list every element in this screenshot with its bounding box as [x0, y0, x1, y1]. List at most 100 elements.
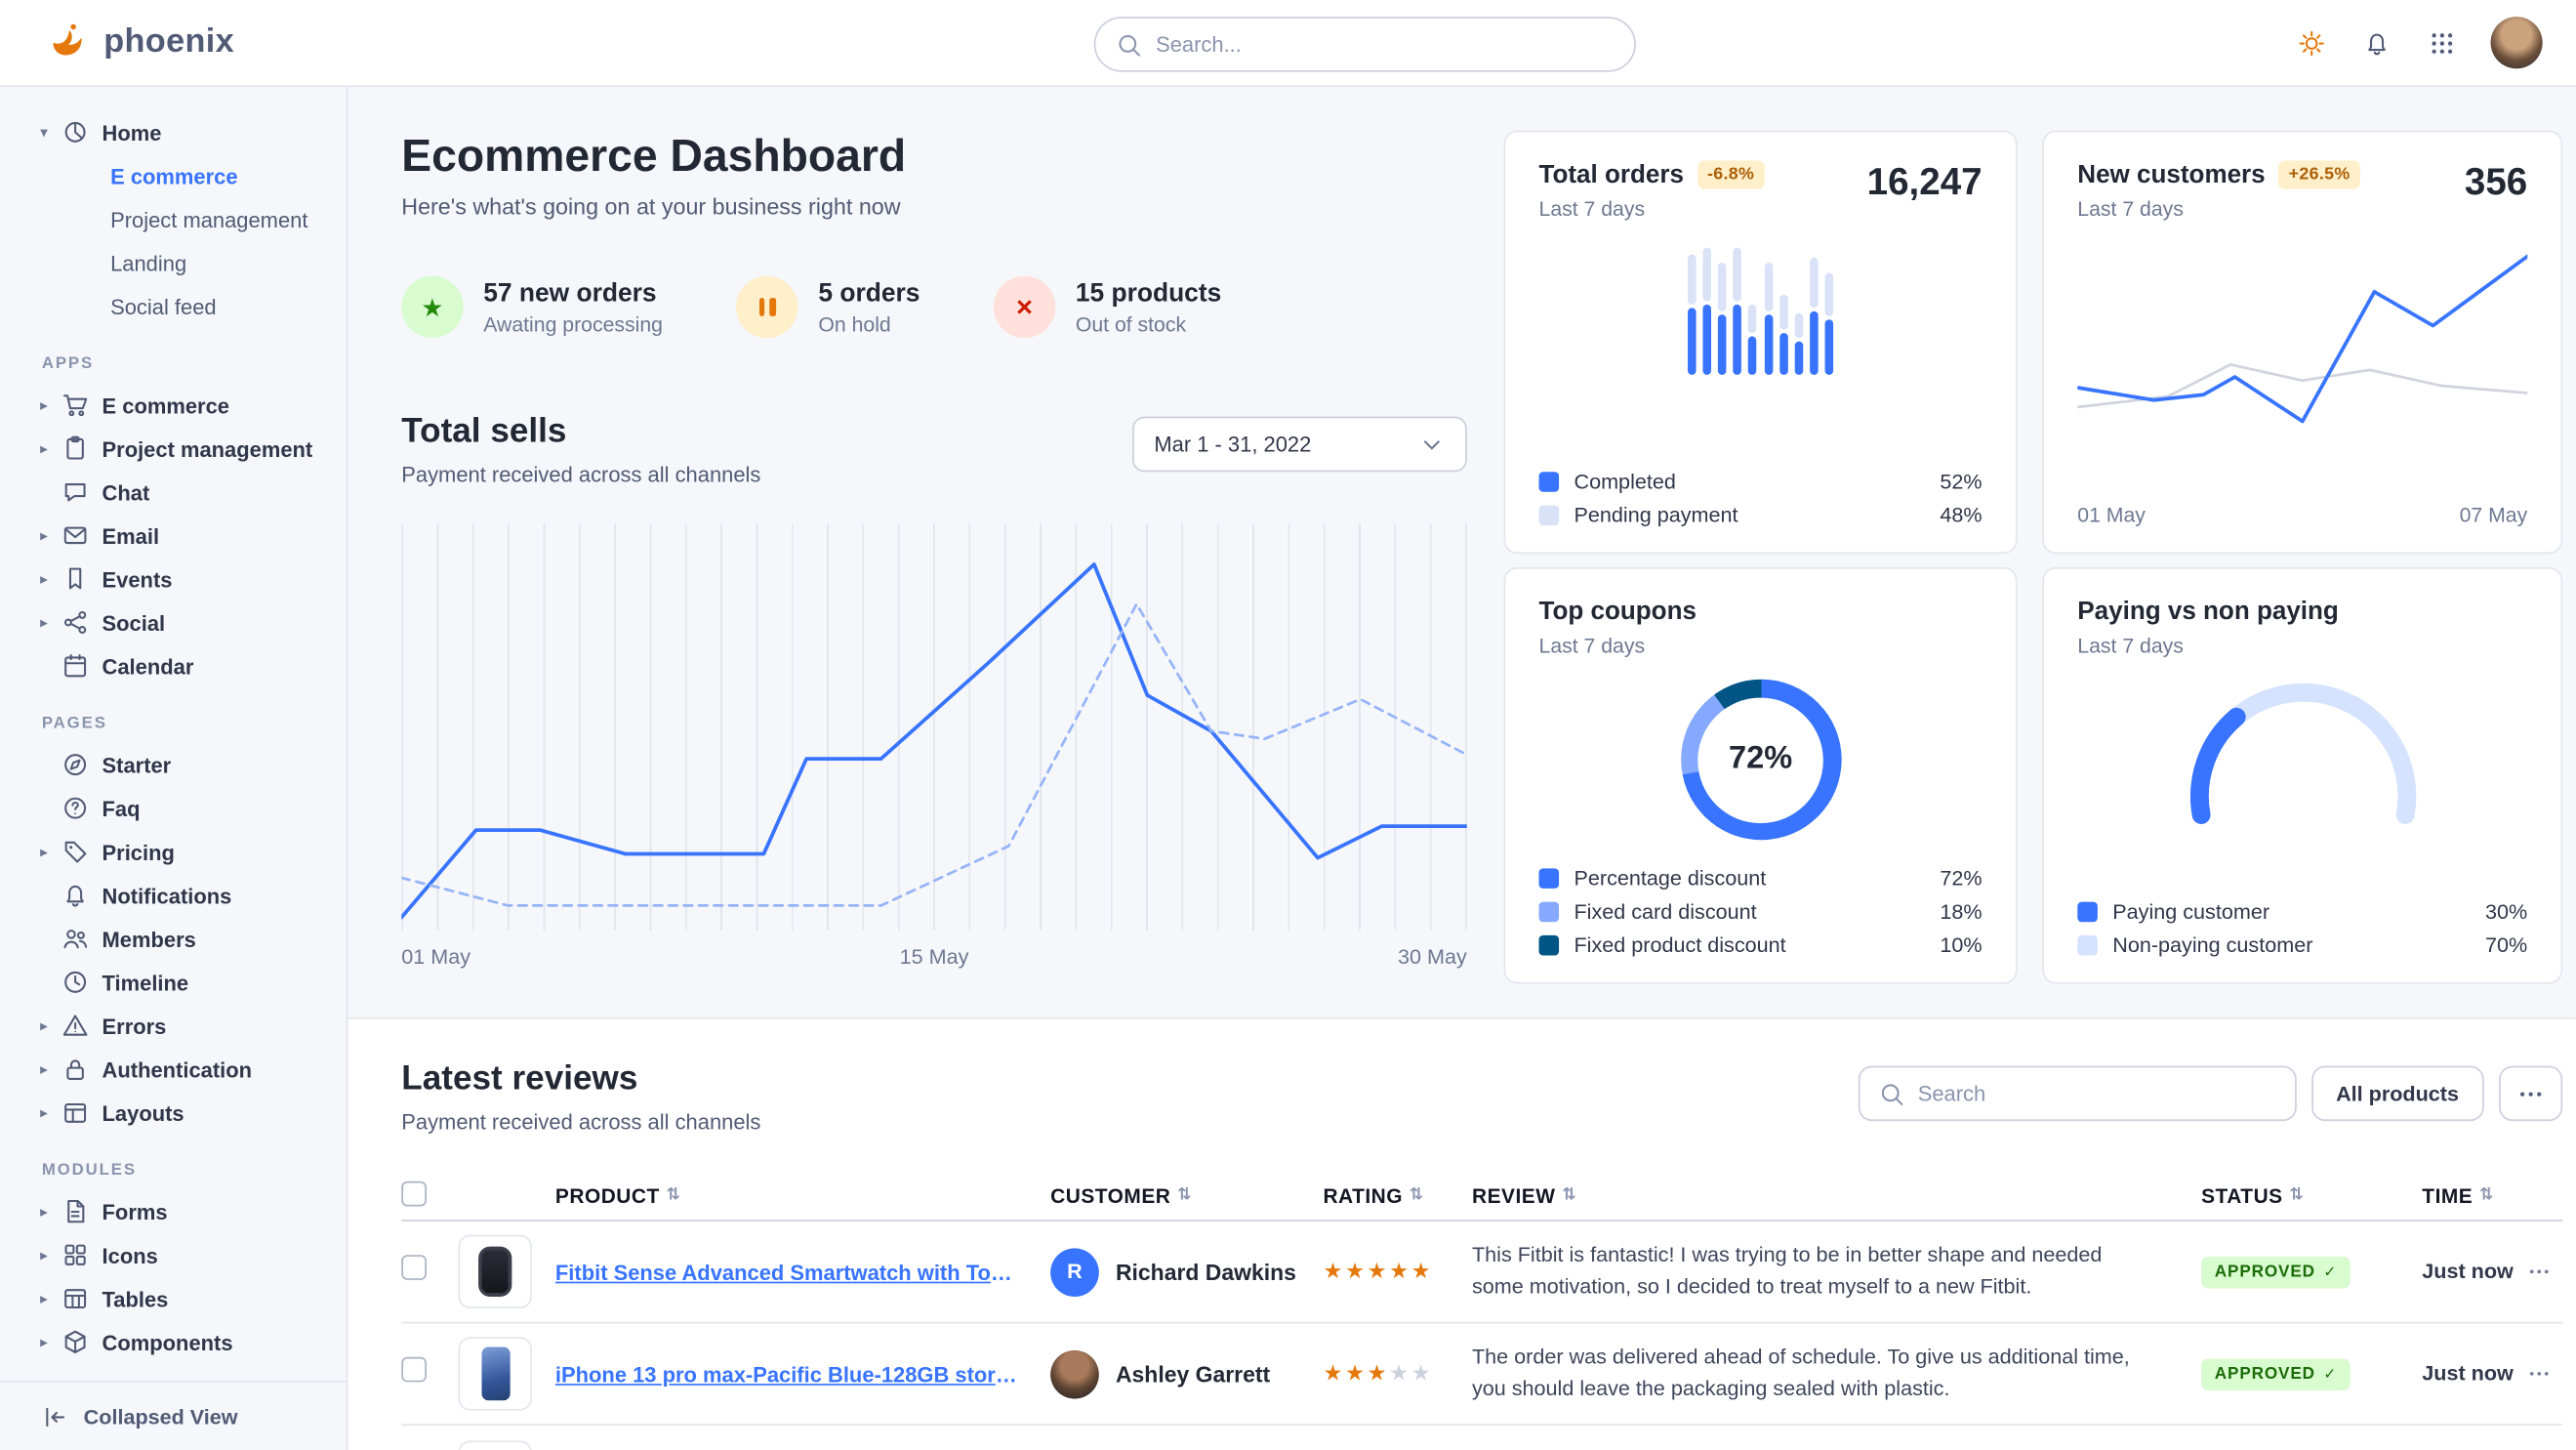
user-avatar[interactable] [2490, 17, 2543, 69]
caret-right-icon: ▸ [40, 1016, 48, 1034]
sidebar-item-notifications[interactable]: Notifications [0, 873, 347, 917]
sidebar-item-chat[interactable]: Chat [0, 471, 347, 515]
collapse-icon [42, 1403, 68, 1429]
all-products-button[interactable]: All products [2310, 1065, 2484, 1122]
sidebar-item-pricing[interactable]: ▸ Pricing [0, 830, 347, 874]
calendar-icon [61, 652, 88, 679]
legend-swatch [1538, 934, 1560, 956]
caret-right-icon: ▸ [40, 438, 48, 456]
reviews-search-input[interactable] [1917, 1080, 2276, 1106]
caret-right-icon: ▸ [40, 1289, 48, 1306]
pause-icon [736, 275, 798, 339]
customer-avatar: R [1050, 1247, 1099, 1297]
brand-name: phoenix [103, 22, 235, 61]
sidebar-item-calendar[interactable]: Calendar [0, 644, 347, 688]
status-badge: APPROVED ✓ [2201, 1358, 2351, 1391]
sidebar-item-label: Forms [102, 1198, 168, 1224]
sidebar-item-social[interactable]: ▸ Social [0, 601, 347, 644]
cart-icon [61, 392, 88, 418]
caret-right-icon: ▸ [40, 842, 48, 859]
caret-right-icon: ▸ [40, 1202, 48, 1220]
row-menu-button[interactable] [2519, 1353, 2559, 1393]
sidebar-item-e-commerce[interactable]: ▸ E commerce [0, 383, 347, 427]
sidebar-item-email[interactable]: ▸ Email [0, 514, 347, 558]
legend-label: Fixed card discount [1574, 899, 1757, 924]
table-row: iPhone 13 pro max-Pacific Blue-128GB sto… [401, 1323, 2563, 1426]
donut-center-label: 72% [1728, 741, 1793, 777]
sidebar-item-label: Errors [102, 1013, 167, 1039]
sidebar-item-e-commerce[interactable]: E commerce [0, 154, 347, 198]
sidebar-item-timeline[interactable]: Timeline [0, 961, 347, 1005]
bar [1810, 257, 1820, 375]
sidebar-item-landing[interactable]: Landing [0, 241, 347, 285]
bar [1764, 263, 1773, 375]
review-text: The order was delivered ahead of schedul… [1471, 1345, 2130, 1401]
column-header-status[interactable]: STATUS ⇅ [2201, 1183, 2305, 1208]
sidebar-item-starter[interactable]: Starter [0, 743, 347, 787]
legend-swatch [1538, 868, 1560, 889]
legend-value: 52% [1940, 470, 1983, 494]
brand[interactable]: phoenix [47, 17, 234, 68]
sidebar-section-label: PAGES [41, 714, 107, 733]
legend-swatch [1538, 505, 1560, 526]
stat-value: 15 products [1075, 278, 1222, 308]
share-icon [61, 609, 88, 636]
sidebar-item-icons[interactable]: ▸ Icons [0, 1233, 347, 1277]
bar [1717, 263, 1727, 375]
sidebar-item-members[interactable]: Members [0, 917, 347, 961]
column-header-product[interactable]: PRODUCT ⇅ [554, 1183, 681, 1208]
sidebar-item-layouts[interactable]: ▸ Layouts [0, 1091, 347, 1135]
legend-value: 10% [1940, 933, 1983, 958]
row-menu-button[interactable] [2519, 1252, 2559, 1292]
product-link[interactable]: Fitbit Sense Advanced Smartwatch with To… [554, 1259, 1021, 1285]
sidebar-item-faq[interactable]: Faq [0, 786, 347, 830]
stat-out-of-stock: × 15 products Out of stock [993, 275, 1222, 339]
theme-toggle-button[interactable] [2285, 16, 2339, 69]
select-all-checkbox[interactable] [401, 1180, 427, 1206]
row-checkbox[interactable] [401, 1255, 427, 1280]
sidebar-item-errors[interactable]: ▸ Errors [0, 1004, 347, 1048]
sidebar-item-label: Notifications [102, 882, 232, 908]
column-header-rating[interactable]: RATING ⇅ [1323, 1183, 1424, 1208]
legend-item: Pending payment 48% [1538, 504, 1983, 527]
bell-icon [2363, 29, 2390, 56]
legend-label: Percentage discount [1574, 866, 1767, 891]
collapsed-view-button[interactable]: Collapsed View [0, 1380, 347, 1450]
sidebar-item-label: Events [102, 566, 173, 592]
customer-avatar [1050, 1349, 1099, 1398]
product-link[interactable]: iPhone 13 pro max-Pacific Blue-128GB sto… [554, 1361, 1021, 1387]
reviews-menu-button[interactable] [2499, 1065, 2563, 1122]
date-range-select[interactable]: Mar 1 - 31, 2022 [1132, 416, 1467, 473]
legend-value: 18% [1940, 899, 1983, 924]
sidebar-item-tables[interactable]: ▸ Tables [0, 1276, 347, 1320]
caret-right-icon: ▸ [40, 569, 48, 587]
review-time: Just now [2422, 1361, 2514, 1386]
column-header-customer[interactable]: CUSTOMER ⇅ [1050, 1183, 1193, 1208]
sidebar-item-project-management[interactable]: Project management [0, 197, 347, 241]
notifications-button[interactable] [2351, 16, 2404, 69]
sidebar-item-label: Project management [102, 435, 313, 462]
apps-menu-button[interactable] [2415, 16, 2469, 69]
sidebar-item-social-feed[interactable]: Social feed [0, 284, 347, 328]
sidebar-item-label: Calendar [102, 653, 194, 679]
x-icon: × [993, 275, 1056, 339]
sidebar-item-forms[interactable]: ▸ Forms [0, 1189, 347, 1233]
sidebar-item-events[interactable]: ▸ Events [0, 558, 347, 601]
column-header-review[interactable]: REVIEW ⇅ [1471, 1183, 1577, 1208]
search-input[interactable] [1156, 31, 1615, 58]
sidebar-item-home[interactable]: ▾ Home [0, 110, 347, 154]
rating-stars: ★★★★★ [1323, 1360, 1434, 1386]
sidebar-item-project-management[interactable]: ▸ Project management [0, 427, 347, 471]
sidebar-item-label: Home [102, 119, 162, 145]
stat-awating-processing: ★ 57 new orders Awating processing [401, 275, 663, 339]
card-period: Last 7 days [1538, 634, 1646, 658]
column-header-time[interactable]: TIME ⇅ [2422, 1183, 2494, 1208]
sidebar-item-components[interactable]: ▸ Components [0, 1320, 347, 1364]
table-row [401, 1426, 2562, 1450]
review-time: Just now [2422, 1260, 2514, 1284]
card-title: Paying vs non paying [2077, 597, 2339, 626]
row-checkbox[interactable] [401, 1356, 427, 1383]
paying-card: Paying vs non paying Last 7 days Paying … [2042, 566, 2563, 984]
customer-name: Richard Dawkins [1115, 1259, 1296, 1285]
sidebar-item-authentication[interactable]: ▸ Authentication [0, 1048, 347, 1092]
